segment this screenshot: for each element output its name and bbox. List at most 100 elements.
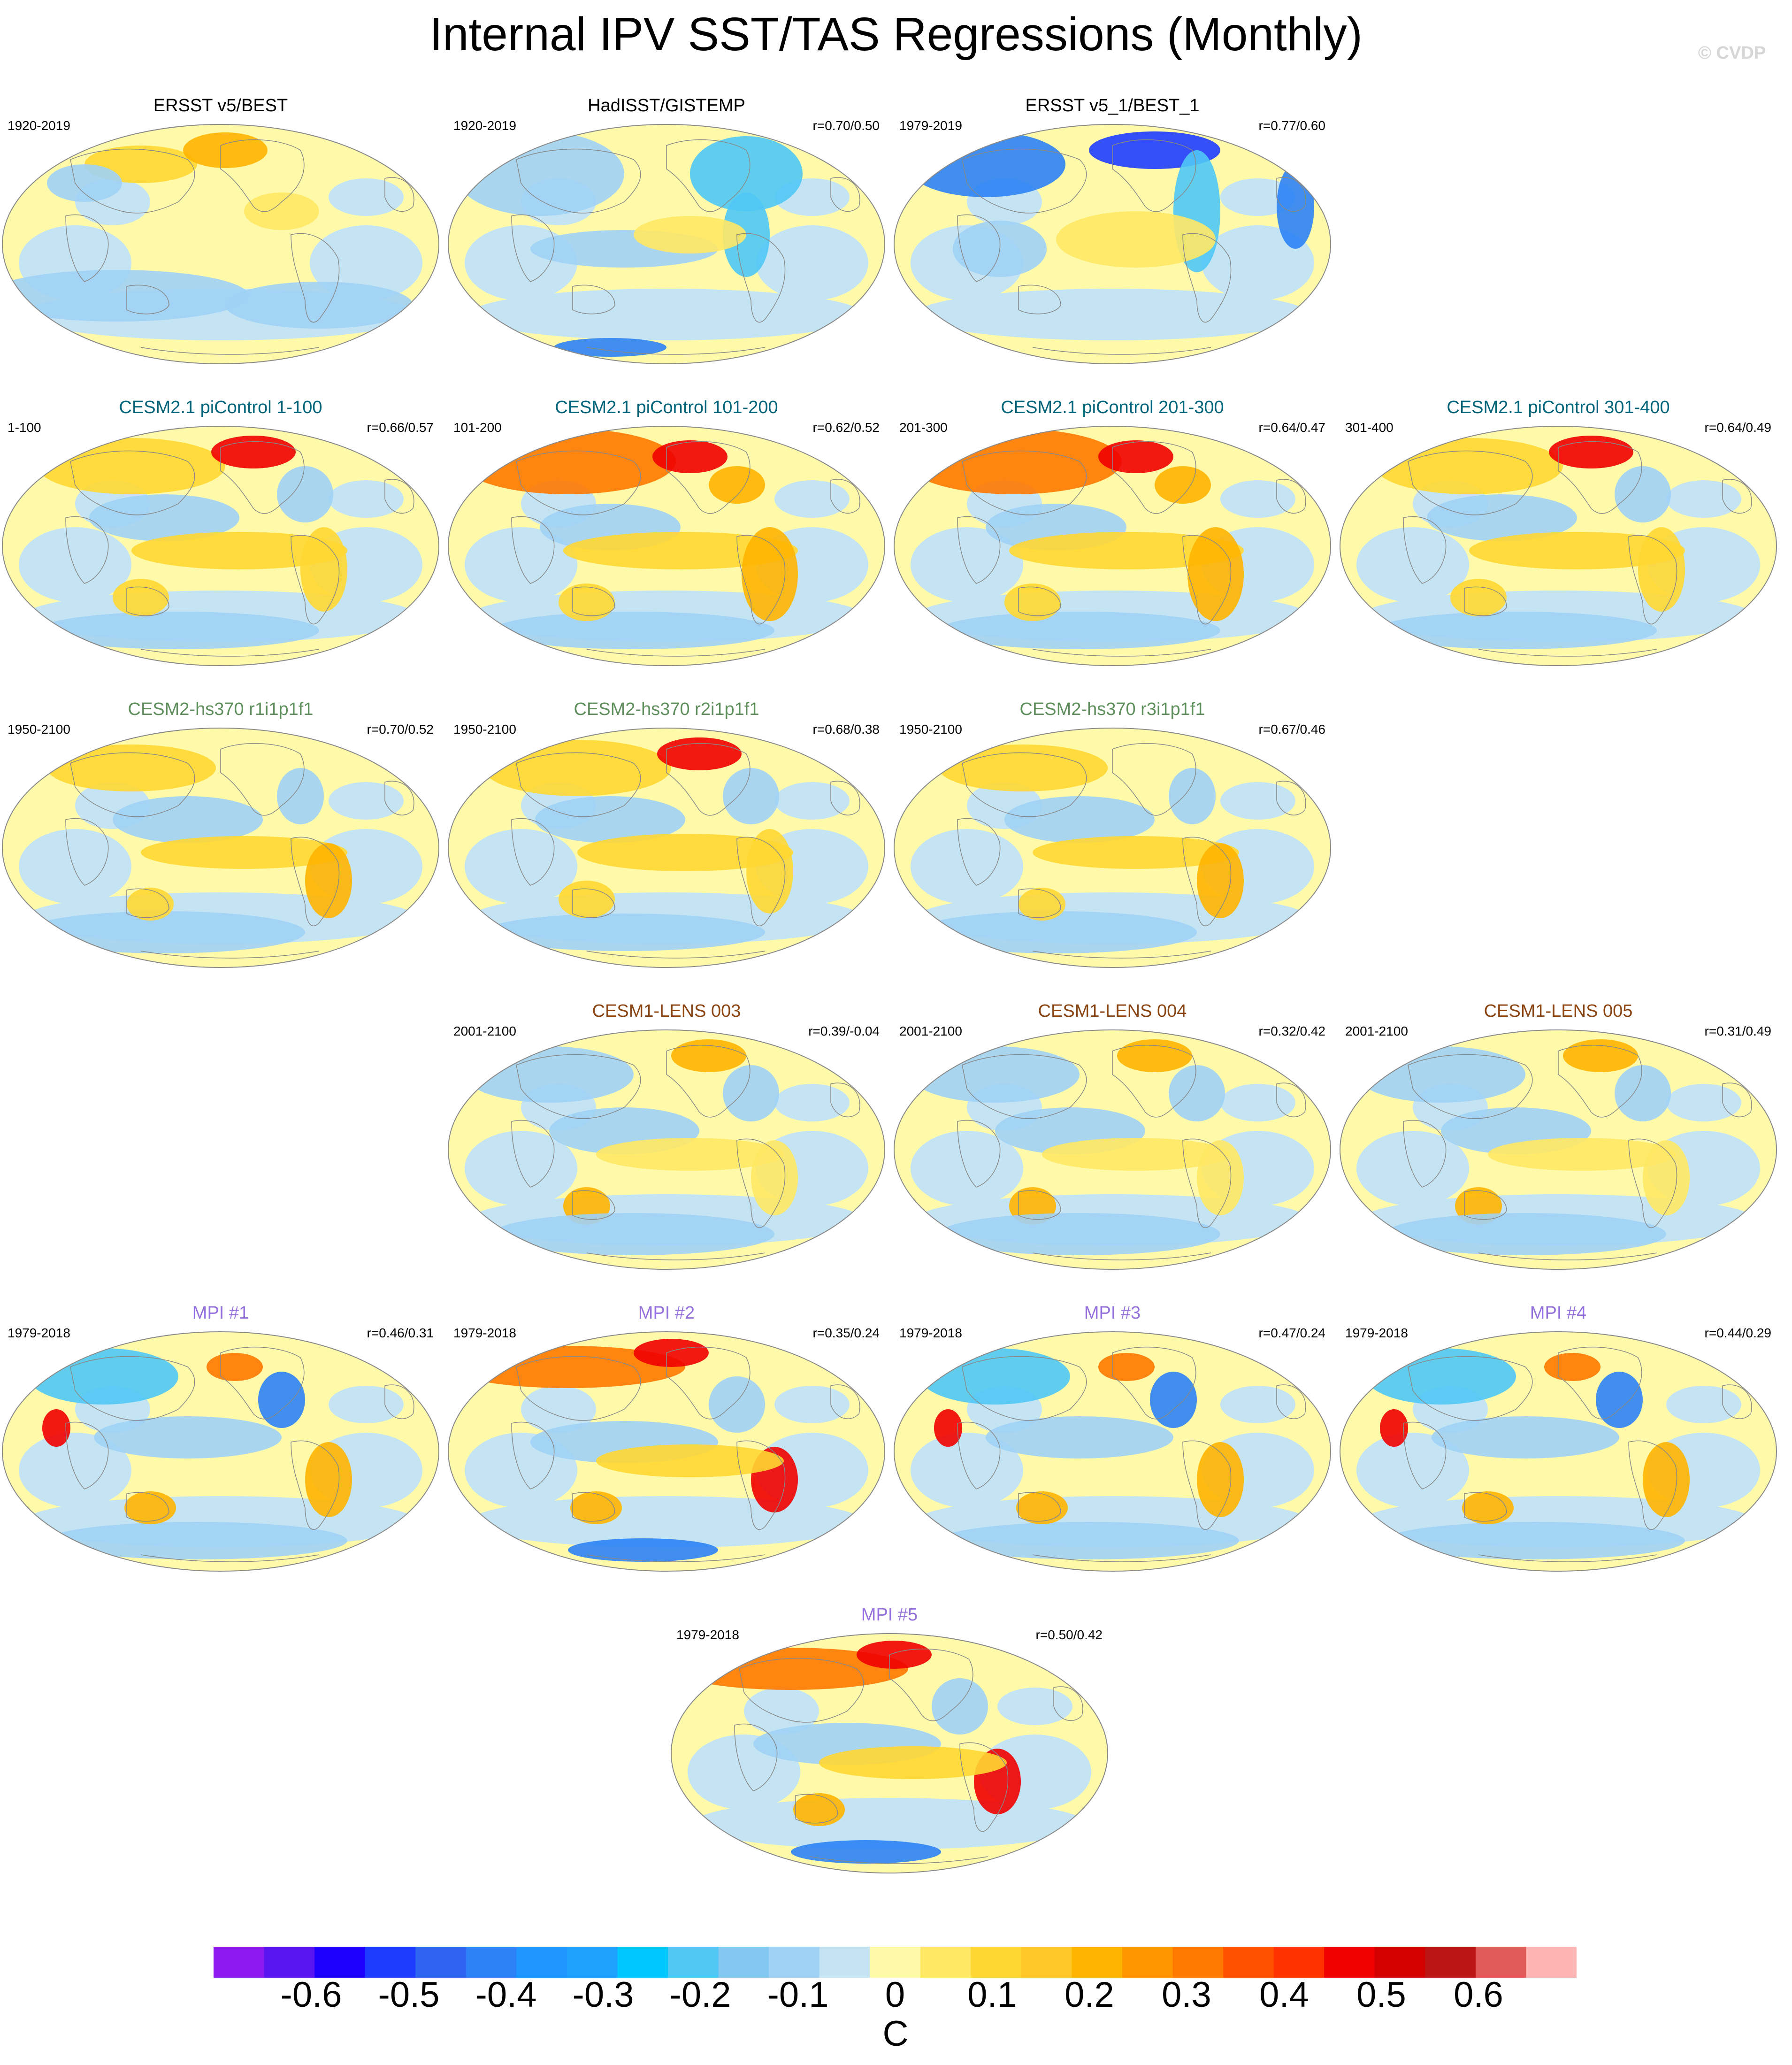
panel-correlation: r=0.39/-0.04 (808, 1024, 880, 1038)
anomaly-region (709, 1376, 765, 1433)
colorbar-swatch (1324, 1947, 1375, 1978)
anomaly-region (305, 843, 352, 918)
colorbar-swatch (870, 1947, 921, 1978)
colorbar-tick-label: 0 (885, 1975, 905, 2015)
panel-title: CESM2-hs370 r2i1p1f1 (574, 699, 759, 719)
anomaly-region (1169, 768, 1216, 824)
coastline (1403, 1120, 1447, 1188)
panel-ersst-v5-1-best-1: ERSST v5_1/BEST_1 1979-2019 r=0.77/0.60 (892, 94, 1333, 366)
coastline (572, 284, 615, 315)
anomaly-region (671, 1039, 746, 1072)
panel-title: CESM1-LENS 004 (1038, 1001, 1187, 1021)
coastline (795, 1794, 838, 1824)
map-robinson-projection (671, 1633, 1108, 1873)
colorbar-swatch (1526, 1947, 1577, 1978)
panel-title: MPI #2 (638, 1303, 695, 1323)
coastline (1403, 516, 1447, 584)
colorbar-tick-label: -0.2 (669, 1975, 731, 2015)
anomaly-region (277, 466, 333, 522)
map-robinson-projection (448, 124, 885, 364)
anomaly-region (465, 829, 577, 904)
anomaly-region (915, 911, 1197, 953)
colorbar-swatch (466, 1947, 517, 1978)
map-robinson-projection (894, 1029, 1331, 1270)
coastline (1018, 284, 1061, 315)
coastline (962, 1054, 1087, 1119)
anomaly-region (1197, 843, 1244, 918)
colorbar-swatch (214, 1947, 265, 1978)
map-robinson-projection (2, 124, 439, 364)
coastline (1032, 951, 1211, 959)
coastline (734, 1723, 778, 1791)
coastline (1032, 347, 1211, 355)
anomaly-region (911, 527, 1023, 602)
anomaly-region (1450, 579, 1507, 616)
map-border (448, 124, 885, 364)
coastline (1408, 1054, 1533, 1119)
coastline (962, 1356, 1087, 1421)
coastline (65, 214, 109, 282)
anomaly-region (465, 1131, 577, 1206)
panel-title: ERSST v5/BEST (153, 96, 288, 115)
coastline (1478, 649, 1657, 657)
coastline (126, 586, 169, 616)
panel-period: 2001-2100 (1345, 1024, 1408, 1038)
anomaly-region (38, 612, 319, 649)
coastline (586, 1554, 766, 1562)
colorbar-swatch (920, 1947, 971, 1978)
anomaly-region (113, 579, 169, 616)
anomaly-region (756, 225, 868, 300)
colorbar-tick-label: -0.6 (280, 1975, 342, 2015)
anomaly-region (2, 270, 249, 322)
colorbar-tick-label: 0.3 (1162, 1975, 1211, 2015)
colorbar-swatch (1425, 1947, 1476, 1978)
coastline (572, 888, 615, 918)
coastline (1276, 1082, 1306, 1117)
coastline (1112, 1044, 1196, 1118)
anomaly-region (1549, 436, 1633, 468)
anomaly-region (19, 527, 131, 602)
coastline (1722, 479, 1752, 514)
anomaly-region (1375, 438, 1563, 494)
panel-correlation: r=0.66/0.57 (367, 420, 434, 435)
cvdp-watermark: © CVDP (1698, 43, 1766, 63)
coastline (1558, 1346, 1642, 1420)
coastline (586, 1252, 766, 1260)
anomaly-region (1563, 1039, 1638, 1072)
anomaly-region (1019, 888, 1065, 921)
colorbar (214, 1947, 1577, 1978)
coastline (1018, 586, 1061, 616)
colorbar-swatch (1223, 1947, 1274, 1978)
anomaly-region (300, 527, 347, 612)
panel-correlation: r=0.46/0.31 (367, 1326, 434, 1340)
anomaly-region (469, 289, 864, 340)
coastline (1032, 649, 1211, 657)
coastline (1018, 888, 1061, 918)
anomaly-region (38, 438, 225, 494)
panel-period: 201-300 (899, 420, 948, 435)
anomaly-region (746, 829, 793, 914)
anomaly-region (1380, 1409, 1408, 1447)
anomaly-region (483, 914, 765, 951)
anomaly-region (258, 1372, 305, 1428)
coastline (140, 649, 320, 657)
coastline (516, 1054, 641, 1119)
map-border (448, 728, 885, 968)
anomaly-region (225, 282, 413, 329)
anomaly-region (1385, 1522, 1685, 1559)
coastline (1032, 1252, 1211, 1260)
panel-correlation: r=0.70/0.52 (367, 722, 434, 737)
map-border (2, 728, 439, 968)
map-border (448, 1029, 885, 1270)
coastline (511, 214, 555, 282)
colorbar-tick-label: -0.4 (475, 1975, 537, 2015)
anomaly-region (915, 289, 1310, 340)
panel-correlation: r=0.50/0.42 (1035, 1627, 1103, 1642)
anomaly-region (634, 216, 746, 253)
panel-correlation: r=0.47/0.24 (1258, 1326, 1325, 1340)
coastline (809, 1856, 988, 1864)
panel-ersst-v5-best: ERSST v5/BEST 1920-2019 (0, 94, 441, 366)
anomaly-region (723, 1065, 779, 1121)
panel-period: 1979-2018 (676, 1627, 739, 1642)
map-robinson-projection (448, 728, 885, 968)
